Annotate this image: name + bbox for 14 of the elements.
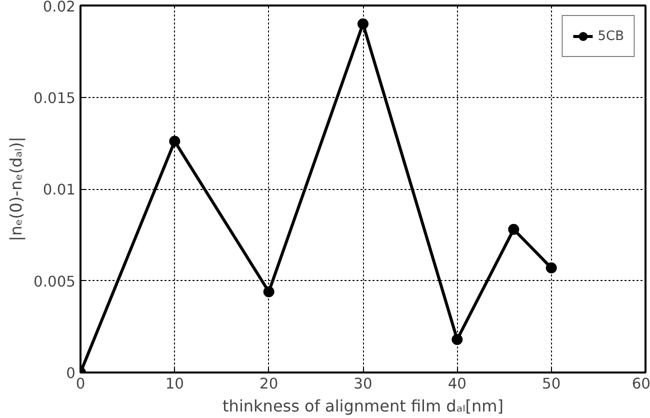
x-tick-label: 10: [165, 376, 184, 392]
y-axis-title: |nₑ(0)-nₑ(dₐₗ)|: [6, 136, 26, 242]
x-axis-title: thinkness of alignment film dₐₗ[nm]: [222, 396, 504, 416]
y-tick-label: 0.015: [34, 90, 76, 107]
x-tick-label: 40: [448, 376, 466, 392]
y-tick-label: 0.01: [42, 182, 76, 198]
y-tick-label: 0: [66, 365, 76, 382]
y-tick-label: 0.005: [34, 273, 76, 290]
y-tick-label: 0.02: [42, 0, 76, 16]
x-tick-label: 30: [354, 376, 372, 392]
x-tick-label: 20: [260, 376, 278, 392]
legend-label: 5CB: [598, 28, 624, 44]
x-tick-label: 50: [542, 376, 561, 392]
x-tick-label: 60: [632, 376, 650, 392]
